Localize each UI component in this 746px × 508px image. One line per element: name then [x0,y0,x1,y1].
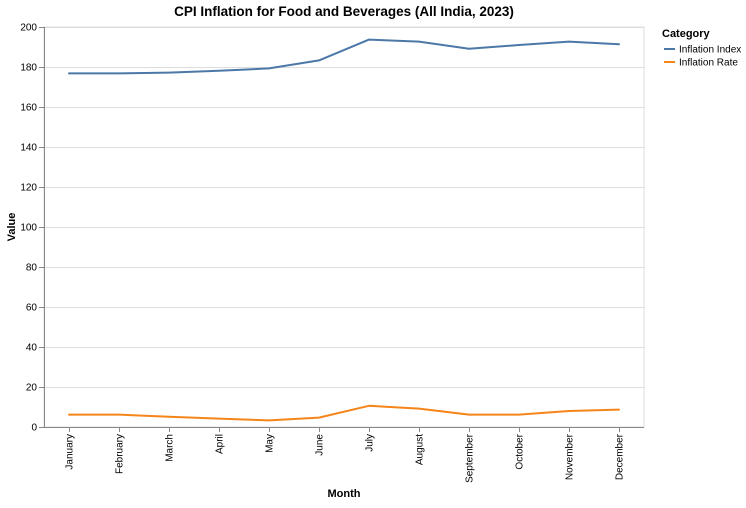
y-tick-label: 80 [26,263,38,274]
x-tick-label: July [365,434,376,452]
legend-label: Inflation Rate [679,58,738,69]
y-tick-label: 120 [20,183,37,194]
y-tick-label: 200 [20,23,37,34]
x-tick-label: November [565,433,576,480]
y-axis-title: Value [6,213,18,242]
x-tick-label: May [265,434,276,453]
gridlines [43,26,645,428]
x-tick-label: January [65,434,76,470]
x-tick-label: March [165,434,176,462]
x-tick-label: August [415,434,426,465]
series-line-0 [68,38,620,75]
x-tick-label: September [465,433,476,483]
y-tick-label: 140 [20,143,37,154]
y-tick-label: 60 [26,303,38,314]
x-tick-label: June [315,434,326,456]
y-tick-label: 20 [26,383,38,394]
x-tick-label: December [615,433,626,480]
axes: 0 20 40 60 80 100 120 140 160 180 200 January Februa… [20,23,644,483]
series-lines [68,38,620,422]
x-tick-label: February [115,434,126,474]
x-tick-label: April [215,434,226,454]
series-line-1 [68,404,620,422]
y-tick-label: 40 [26,343,38,354]
y-tick-label: 0 [31,423,37,434]
legend: Category Inflation Index Inflation Rate [662,28,741,69]
x-axis-title: Month [328,488,361,500]
legend-title: Category [662,28,711,40]
y-tick-label: 100 [20,223,37,234]
y-tick-label: 180 [20,63,37,74]
legend-label: Inflation Index [679,45,741,56]
y-tick-label: 160 [20,103,37,114]
x-tick-label: October [515,433,526,469]
chart-title: CPI Inflation for Food and Beverages (Al… [174,4,514,19]
